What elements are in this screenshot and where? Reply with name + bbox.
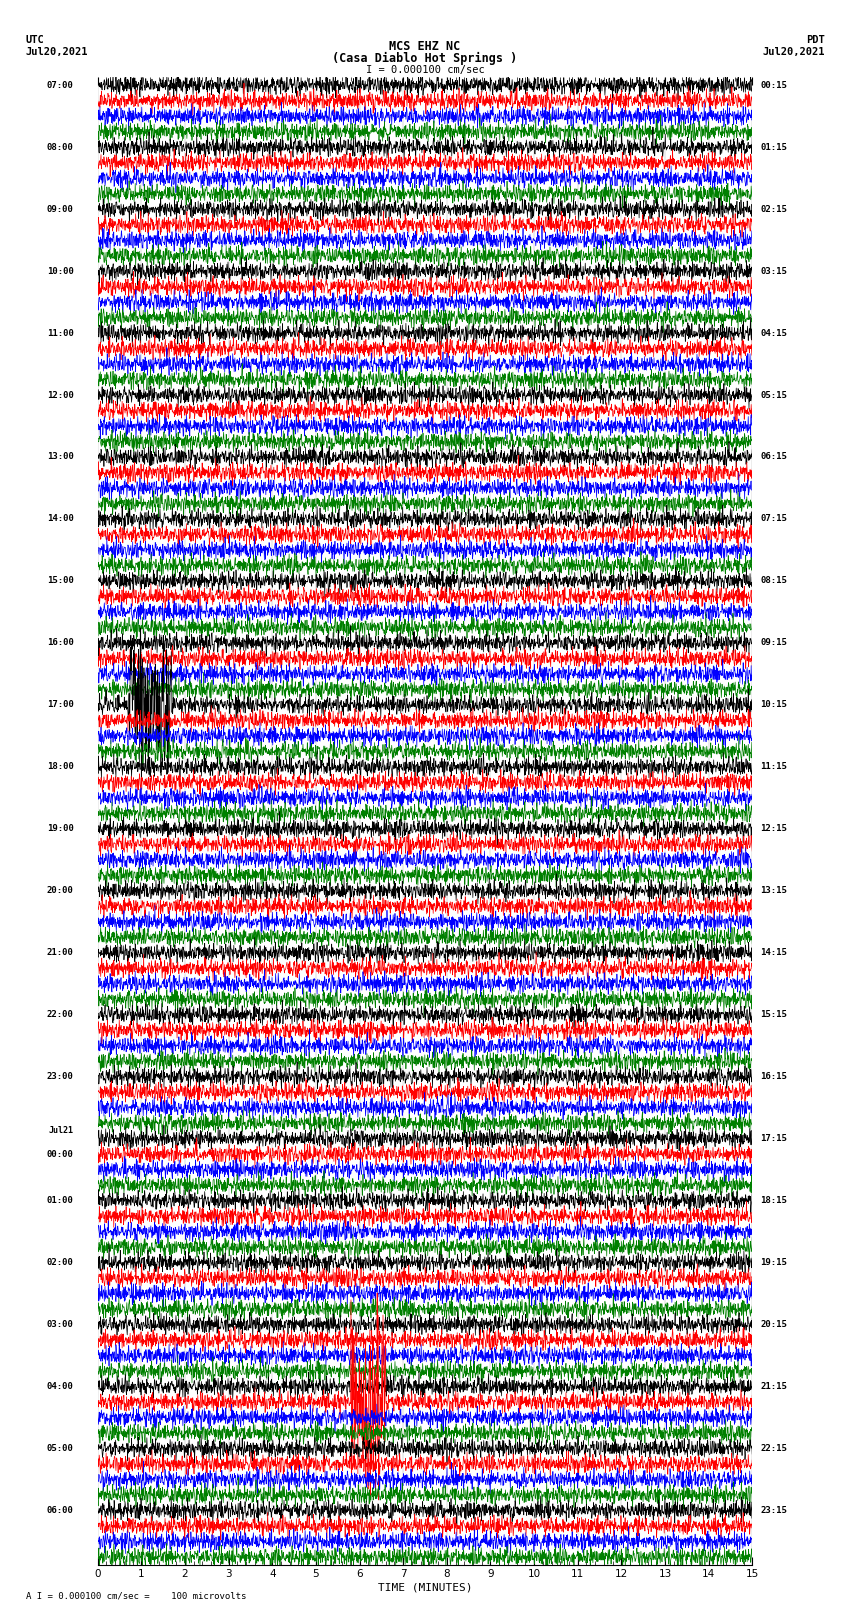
Text: 23:15: 23:15 [760, 1507, 787, 1515]
Text: 12:00: 12:00 [47, 390, 74, 400]
Text: 20:00: 20:00 [47, 886, 74, 895]
Text: 11:15: 11:15 [760, 763, 787, 771]
Text: 10:00: 10:00 [47, 266, 74, 276]
Text: 02:15: 02:15 [760, 205, 787, 213]
Text: 12:15: 12:15 [760, 824, 787, 834]
Text: 14:15: 14:15 [760, 948, 787, 957]
Text: 03:00: 03:00 [47, 1319, 74, 1329]
Text: 00:15: 00:15 [760, 81, 787, 90]
Text: Jul20,2021: Jul20,2021 [26, 47, 88, 56]
Text: 07:15: 07:15 [760, 515, 787, 524]
Text: 04:00: 04:00 [47, 1382, 74, 1390]
Text: 11:00: 11:00 [47, 329, 74, 337]
Text: 15:15: 15:15 [760, 1010, 787, 1019]
Text: 14:00: 14:00 [47, 515, 74, 524]
Text: 20:15: 20:15 [760, 1319, 787, 1329]
Text: 06:15: 06:15 [760, 453, 787, 461]
Text: 01:15: 01:15 [760, 142, 787, 152]
Text: 22:15: 22:15 [760, 1444, 787, 1453]
Text: 17:15: 17:15 [760, 1134, 787, 1144]
Text: 07:00: 07:00 [47, 81, 74, 90]
Text: 21:00: 21:00 [47, 948, 74, 957]
Text: 22:00: 22:00 [47, 1010, 74, 1019]
Text: 15:00: 15:00 [47, 576, 74, 586]
Text: 06:00: 06:00 [47, 1507, 74, 1515]
Text: (Casa Diablo Hot Springs ): (Casa Diablo Hot Springs ) [332, 52, 518, 65]
Text: Jul21: Jul21 [48, 1126, 74, 1134]
Text: 01:00: 01:00 [47, 1197, 74, 1205]
Text: 09:15: 09:15 [760, 639, 787, 647]
Text: 04:15: 04:15 [760, 329, 787, 337]
Text: 09:00: 09:00 [47, 205, 74, 213]
Text: I = 0.000100 cm/sec: I = 0.000100 cm/sec [366, 65, 484, 74]
Text: 02:00: 02:00 [47, 1258, 74, 1268]
X-axis label: TIME (MINUTES): TIME (MINUTES) [377, 1582, 473, 1592]
Text: 16:00: 16:00 [47, 639, 74, 647]
Text: 21:15: 21:15 [760, 1382, 787, 1390]
Text: Jul20,2021: Jul20,2021 [762, 47, 824, 56]
Text: 17:00: 17:00 [47, 700, 74, 710]
Text: 18:15: 18:15 [760, 1197, 787, 1205]
Text: 18:00: 18:00 [47, 763, 74, 771]
Text: 23:00: 23:00 [47, 1073, 74, 1081]
Text: 08:00: 08:00 [47, 142, 74, 152]
Text: MCS EHZ NC: MCS EHZ NC [389, 40, 461, 53]
Text: 13:00: 13:00 [47, 453, 74, 461]
Text: 19:15: 19:15 [760, 1258, 787, 1268]
Text: 10:15: 10:15 [760, 700, 787, 710]
Text: 00:00: 00:00 [47, 1150, 74, 1158]
Text: PDT: PDT [806, 35, 824, 45]
Text: 13:15: 13:15 [760, 886, 787, 895]
Text: A I = 0.000100 cm/sec =    100 microvolts: A I = 0.000100 cm/sec = 100 microvolts [26, 1590, 246, 1600]
Text: 08:15: 08:15 [760, 576, 787, 586]
Text: 05:15: 05:15 [760, 390, 787, 400]
Text: UTC: UTC [26, 35, 44, 45]
Text: 19:00: 19:00 [47, 824, 74, 834]
Text: 05:00: 05:00 [47, 1444, 74, 1453]
Text: 03:15: 03:15 [760, 266, 787, 276]
Text: 16:15: 16:15 [760, 1073, 787, 1081]
